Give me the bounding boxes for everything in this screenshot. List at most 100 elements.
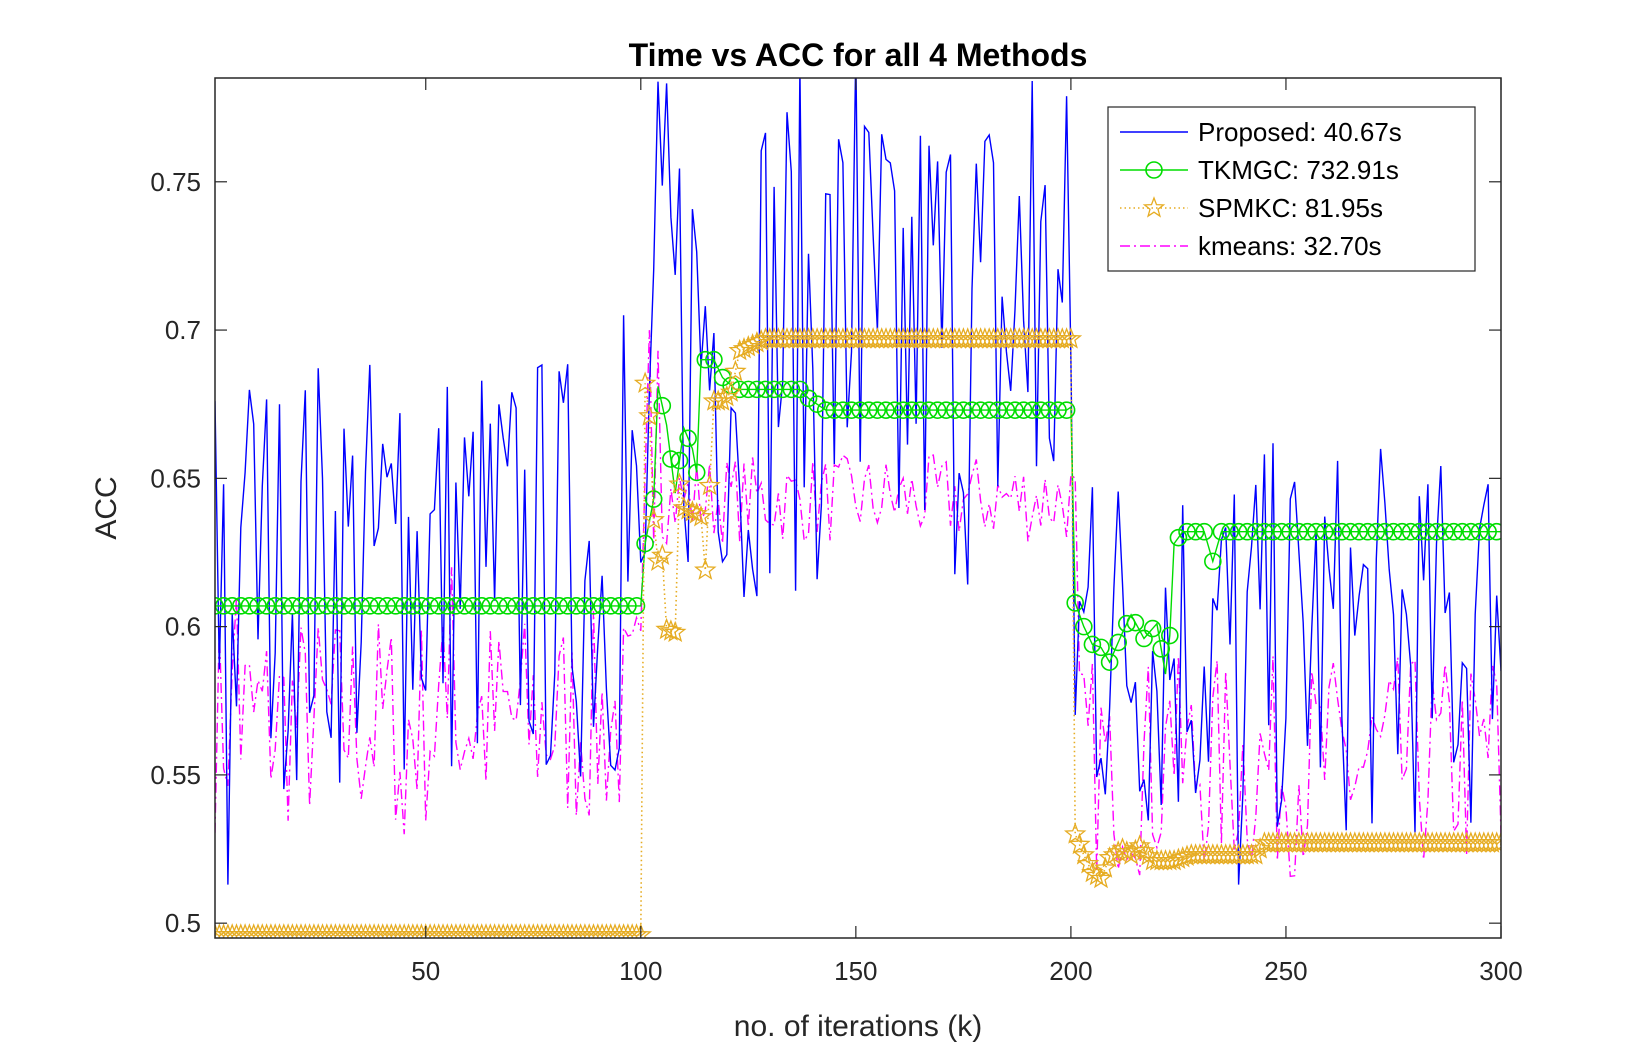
legend-label: SPMKC: 81.95s [1198, 193, 1383, 223]
legend-label: TKMGC: 732.91s [1198, 155, 1399, 185]
data-point-marker [215, 597, 224, 615]
data-point-marker [724, 359, 747, 382]
data-point-marker [1126, 613, 1145, 632]
data-point-marker [1341, 522, 1360, 541]
y-tick-label: 0.65 [150, 463, 201, 493]
data-point-marker [1479, 522, 1497, 541]
data-point-marker [732, 337, 756, 359]
data-point-marker [1427, 522, 1446, 541]
data-point-marker [283, 597, 302, 615]
data-point-marker [928, 401, 947, 419]
data-point-marker [644, 490, 663, 508]
data-point-marker [1384, 522, 1403, 541]
data-point-marker [1307, 522, 1325, 541]
data-point-marker [954, 401, 973, 419]
legend-box [1107, 106, 1476, 272]
data-point-marker [619, 597, 637, 615]
data-point-marker [472, 597, 491, 615]
data-point-marker [1462, 522, 1480, 541]
data-point-marker [627, 597, 646, 615]
data-point-marker [1152, 640, 1171, 658]
data-point-marker [498, 597, 517, 615]
data-point-marker [1229, 522, 1248, 541]
tick-layer: 50 100 150 200 250 300 0.5 0.55 0.6 0.65 0.7 0.75 [150, 78, 1523, 986]
legend-marker [1145, 161, 1163, 179]
data-point-marker [715, 384, 739, 407]
data-point-marker [1063, 822, 1087, 844]
data-point-marker [1204, 552, 1222, 571]
data-point-marker [728, 338, 751, 361]
data-point-marker [404, 597, 422, 615]
data-point-marker [352, 597, 371, 615]
axes-box [214, 77, 1502, 939]
data-point-marker [515, 597, 534, 615]
data-point-marker [223, 597, 242, 615]
data-point-marker [335, 597, 353, 615]
data-point-marker [1092, 638, 1110, 657]
data-point-marker [292, 597, 310, 615]
x-tick-label: 50 [411, 956, 440, 986]
data-point-marker [1247, 522, 1265, 541]
data-point-marker [1162, 849, 1186, 871]
data-point-marker [507, 597, 525, 615]
data-point-marker [1075, 617, 1093, 636]
data-point-marker [1453, 522, 1472, 541]
data-point-marker [782, 380, 801, 399]
series-2 [215, 327, 1501, 938]
data-point-marker [361, 597, 379, 615]
data-point-marker [687, 463, 706, 482]
data-point-marker [1076, 852, 1100, 874]
x-axis-title: no. of iterations (k) [734, 1010, 982, 1043]
data-point-marker [266, 597, 285, 615]
y-tick-label: 0.6 [165, 612, 201, 642]
data-point-marker [741, 333, 764, 355]
data-point-marker [646, 549, 670, 572]
data-point-marker [1393, 522, 1411, 541]
data-point-marker [1419, 522, 1437, 541]
data-point-marker [584, 597, 603, 615]
data-point-marker [1333, 522, 1351, 541]
data-point-marker [963, 401, 981, 419]
data-point-marker [1137, 844, 1160, 866]
data-point-marker [696, 350, 715, 369]
data-point-marker [719, 380, 743, 402]
data-point-marker [894, 401, 912, 419]
data-point-marker [386, 597, 405, 615]
x-tick-label: 300 [1479, 956, 1522, 986]
data-point-marker [737, 335, 760, 357]
data-point-marker [749, 329, 773, 351]
data-point-marker [689, 505, 713, 527]
data-point-marker [868, 401, 887, 419]
data-point-marker [1072, 843, 1096, 865]
data-point-marker [988, 401, 1007, 419]
x-tick-label: 150 [834, 956, 877, 986]
data-point-marker [1298, 522, 1317, 541]
data-point-marker [773, 380, 792, 399]
data-point-marker [1410, 522, 1429, 541]
data-point-marker [1264, 522, 1282, 541]
data-point-marker [1059, 327, 1083, 349]
data-point-marker [663, 620, 687, 643]
data-point-marker [670, 451, 689, 470]
data-point-marker [1124, 838, 1147, 861]
data-point-marker [309, 597, 328, 615]
data-point-marker [601, 597, 620, 615]
y-tick-label: 0.55 [150, 760, 201, 790]
data-point-marker [249, 597, 267, 615]
data-point-marker [877, 401, 895, 419]
data-point-marker [610, 597, 629, 615]
data-point-marker [638, 404, 661, 426]
data-point-marker [429, 597, 448, 615]
data-point-marker [629, 923, 653, 938]
data-point-marker [1470, 522, 1489, 541]
data-point-marker [1489, 831, 1501, 853]
data-point-marker [421, 597, 439, 615]
data-point-marker [730, 380, 749, 399]
data-point-marker [1367, 522, 1386, 541]
data-point-marker [705, 350, 723, 369]
data-point-marker [395, 597, 414, 615]
data-point-marker [653, 396, 672, 415]
data-point-marker [945, 401, 964, 419]
data-point-marker [756, 380, 775, 399]
data-point-marker [1221, 522, 1239, 541]
